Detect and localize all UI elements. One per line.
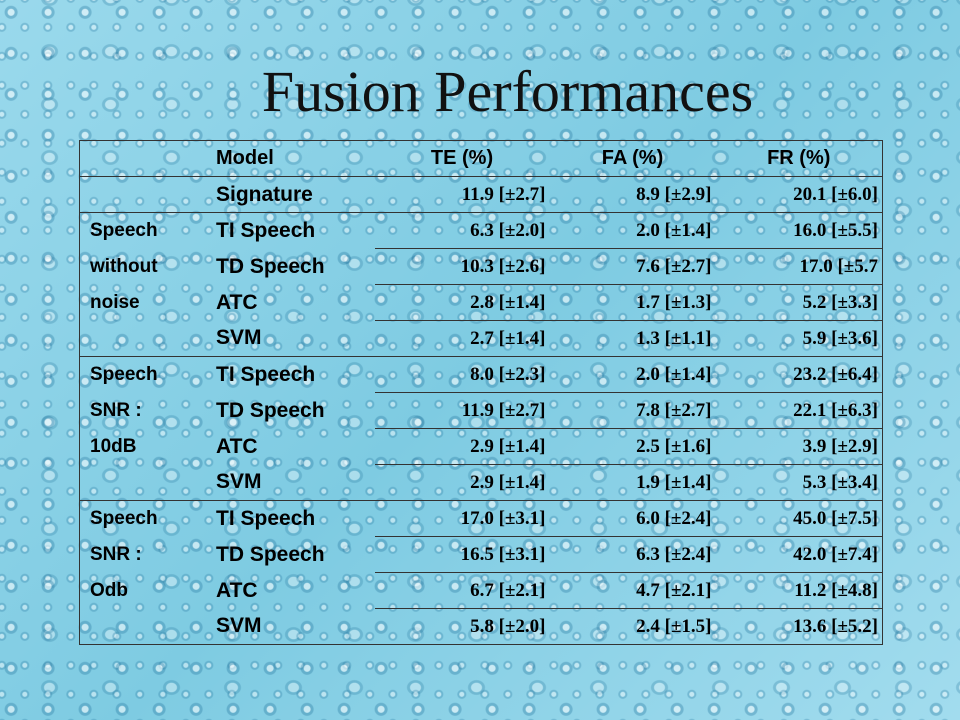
model-label: TD Speech	[216, 542, 325, 566]
te-cell: 10.3 [±2.6]	[374, 248, 550, 285]
fr-cell: 23.2 [±6.4]	[715, 356, 883, 393]
header-row: Model TE (%) FA (%) FR (%)	[79, 140, 883, 177]
model-cell: SNR : TD Speech	[79, 392, 375, 429]
fr-cell: 42.0 [±7.4]	[715, 536, 883, 573]
fa-cell: 1.9 [±1.4]	[549, 464, 716, 501]
fa-cell: 8.9 [±2.9]	[549, 176, 716, 213]
model-label: SVM	[216, 326, 262, 350]
te-cell: 6.3 [±2.0]	[374, 212, 550, 249]
group-label-line: SNR :	[90, 543, 142, 565]
model-cell: SNR : TD Speech	[79, 536, 375, 573]
model-label: TD Speech	[216, 254, 325, 278]
table-row: SVM 2.9 [±1.4] 1.9 [±1.4] 5.3 [±3.4]	[79, 464, 883, 501]
te-cell: 6.7 [±2.1]	[374, 572, 550, 609]
fa-cell: 2.4 [±1.5]	[549, 608, 716, 645]
fa-cell: 2.5 [±1.6]	[549, 428, 716, 465]
fa-cell: 1.3 [±1.1]	[549, 320, 716, 357]
fr-cell: 11.2 [±4.8]	[715, 572, 883, 609]
header-fr: FR (%)	[715, 140, 883, 177]
fa-cell: 1.7 [±1.3]	[549, 284, 716, 321]
model-label: TI Speech	[216, 506, 316, 530]
fa-cell: 4.7 [±2.1]	[549, 572, 716, 609]
model-cell: Odb ATC	[79, 572, 375, 609]
fr-cell: 5.2 [±3.3]	[715, 284, 883, 321]
model-label: SVM	[216, 614, 262, 638]
model-cell: 10dB ATC	[79, 428, 375, 465]
model-cell: Speech TI Speech	[79, 500, 375, 537]
header-model: Model	[79, 140, 375, 177]
fr-cell: 45.0 [±7.5]	[715, 500, 883, 537]
model-cell: SVM	[79, 608, 375, 645]
te-cell: 2.8 [±1.4]	[374, 284, 550, 321]
fr-cell: 3.9 [±2.9]	[715, 428, 883, 465]
model-label: TD Speech	[216, 398, 325, 422]
te-cell: 11.9 [±2.7]	[374, 392, 550, 429]
model-label: SVM	[216, 470, 262, 494]
group-label-line: 10dB	[90, 435, 137, 457]
table-row: Speech TI Speech 17.0 [±3.1] 6.0 [±2.4] 45.0…	[79, 500, 883, 537]
fa-cell: 6.3 [±2.4]	[549, 536, 716, 573]
model-cell: Speech TI Speech	[79, 212, 375, 249]
table-row: SVM 2.7 [±1.4] 1.3 [±1.1] 5.9 [±3.6]	[79, 320, 883, 357]
fr-cell: 5.9 [±3.6]	[715, 320, 883, 357]
te-cell: 2.9 [±1.4]	[374, 464, 550, 501]
model-cell: SVM	[79, 464, 375, 501]
fr-cell: 20.1 [±6.0]	[715, 176, 883, 213]
te-cell: 2.9 [±1.4]	[374, 428, 550, 465]
fr-cell: 16.0 [±5.5]	[715, 212, 883, 249]
fa-cell: 2.0 [±1.4]	[549, 212, 716, 249]
slide-title: Fusion Performances	[261, 59, 754, 124]
model-cell: noise ATC	[79, 284, 375, 321]
fa-cell: 7.6 [±2.7]	[549, 248, 716, 285]
header-te: TE (%)	[374, 140, 550, 177]
fr-cell: 17.0 [±5.7	[715, 248, 883, 285]
table-row: 10dB ATC 2.9 [±1.4] 2.5 [±1.6] 3.9 [±2.9]	[79, 428, 883, 465]
table-row: SNR : TD Speech 11.9 [±2.7] 7.8 [±2.7] 22.1 …	[79, 392, 883, 429]
fa-cell: 6.0 [±2.4]	[549, 500, 716, 537]
fa-cell: 7.8 [±2.7]	[549, 392, 716, 429]
table-body: Model TE (%) FA (%) FR (%) Signature 11.…	[79, 140, 883, 645]
group-label-line: Odb	[90, 579, 128, 601]
table-row: Odb ATC 6.7 [±2.1] 4.7 [±2.1] 11.2 [±4.8]	[79, 572, 883, 609]
fr-cell: 5.3 [±3.4]	[715, 464, 883, 501]
table-row: Speech TI Speech 8.0 [±2.3] 2.0 [±1.4] 23.2 …	[79, 356, 883, 393]
model-label: ATC	[216, 434, 258, 458]
te-cell: 5.8 [±2.0]	[374, 608, 550, 645]
fr-cell: 13.6 [±5.2]	[715, 608, 883, 645]
table-row: without TD Speech 10.3 [±2.6] 7.6 [±2.7] 17.…	[79, 248, 883, 285]
model-cell: without TD Speech	[79, 248, 375, 285]
model-cell: SVM	[79, 320, 375, 357]
model-cell: Speech TI Speech	[79, 356, 375, 393]
group-label-line: Speech	[90, 220, 158, 241]
group-label-line: Speech	[90, 508, 158, 529]
model-label: ATC	[216, 578, 258, 602]
group-label-line: without	[90, 255, 158, 277]
te-cell: 11.9 [±2.7]	[374, 176, 550, 213]
table-row: SVM 5.8 [±2.0] 2.4 [±1.5] 13.6 [±5.2]	[79, 608, 883, 645]
fa-cell: 2.0 [±1.4]	[549, 356, 716, 393]
group-label-line: Speech	[90, 364, 158, 385]
table-row: Speech TI Speech 6.3 [±2.0] 2.0 [±1.4] 16.0 …	[79, 212, 883, 249]
group-label-line: SNR :	[90, 399, 142, 421]
te-cell: 2.7 [±1.4]	[374, 320, 550, 357]
table-row: noise ATC 2.8 [±1.4] 1.7 [±1.3] 5.2 [±3.3]	[79, 284, 883, 321]
model-label: ATC	[216, 290, 258, 314]
fr-cell: 22.1 [±6.3]	[715, 392, 883, 429]
header-fa: FA (%)	[549, 140, 716, 177]
te-cell: 8.0 [±2.3]	[374, 356, 550, 393]
table-row: Signature 11.9 [±2.7] 8.9 [±2.9] 20.1 [±…	[79, 176, 883, 213]
group-label-line: noise	[90, 291, 140, 313]
model-cell: Signature	[79, 176, 375, 213]
fusion-performance-table: Model TE (%) FA (%) FR (%) Signature 11.…	[79, 140, 883, 645]
te-cell: 16.5 [±3.1]	[374, 536, 550, 573]
table-row: SNR : TD Speech 16.5 [±3.1] 6.3 [±2.4] 42.0 …	[79, 536, 883, 573]
model-label: TI Speech	[216, 218, 316, 242]
te-cell: 17.0 [±3.1]	[374, 500, 550, 537]
model-label: TI Speech	[216, 362, 316, 386]
